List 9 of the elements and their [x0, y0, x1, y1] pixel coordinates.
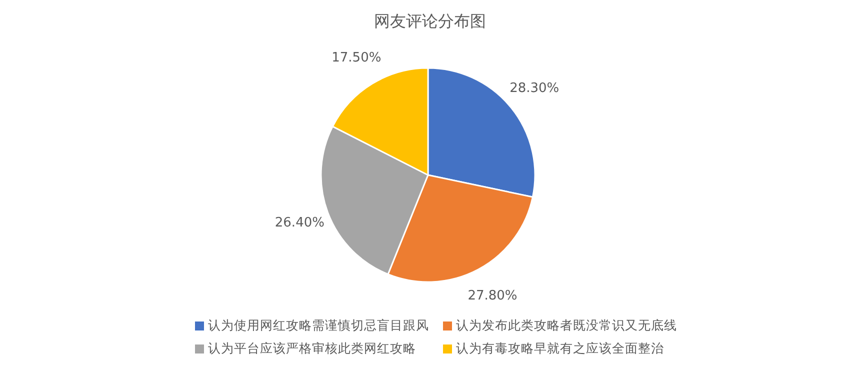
legend-label: 认为有毒攻略早就有之应该全面整治: [456, 340, 664, 356]
data-label: 26.40%: [274, 216, 324, 231]
legend-label: 认为平台应该严格审核此类网红攻略: [208, 340, 416, 356]
data-label: 28.30%: [510, 81, 560, 96]
data-label: 27.80%: [468, 288, 518, 304]
data-label: 17.50%: [332, 50, 382, 66]
chart-title: 网友评论分布图: [374, 11, 486, 30]
legend-label: 认为发布此类攻略者既没常识又无底线: [456, 317, 677, 332]
legend-label: 认为使用网红攻略需谨慎切忌盲目跟风: [208, 317, 429, 332]
